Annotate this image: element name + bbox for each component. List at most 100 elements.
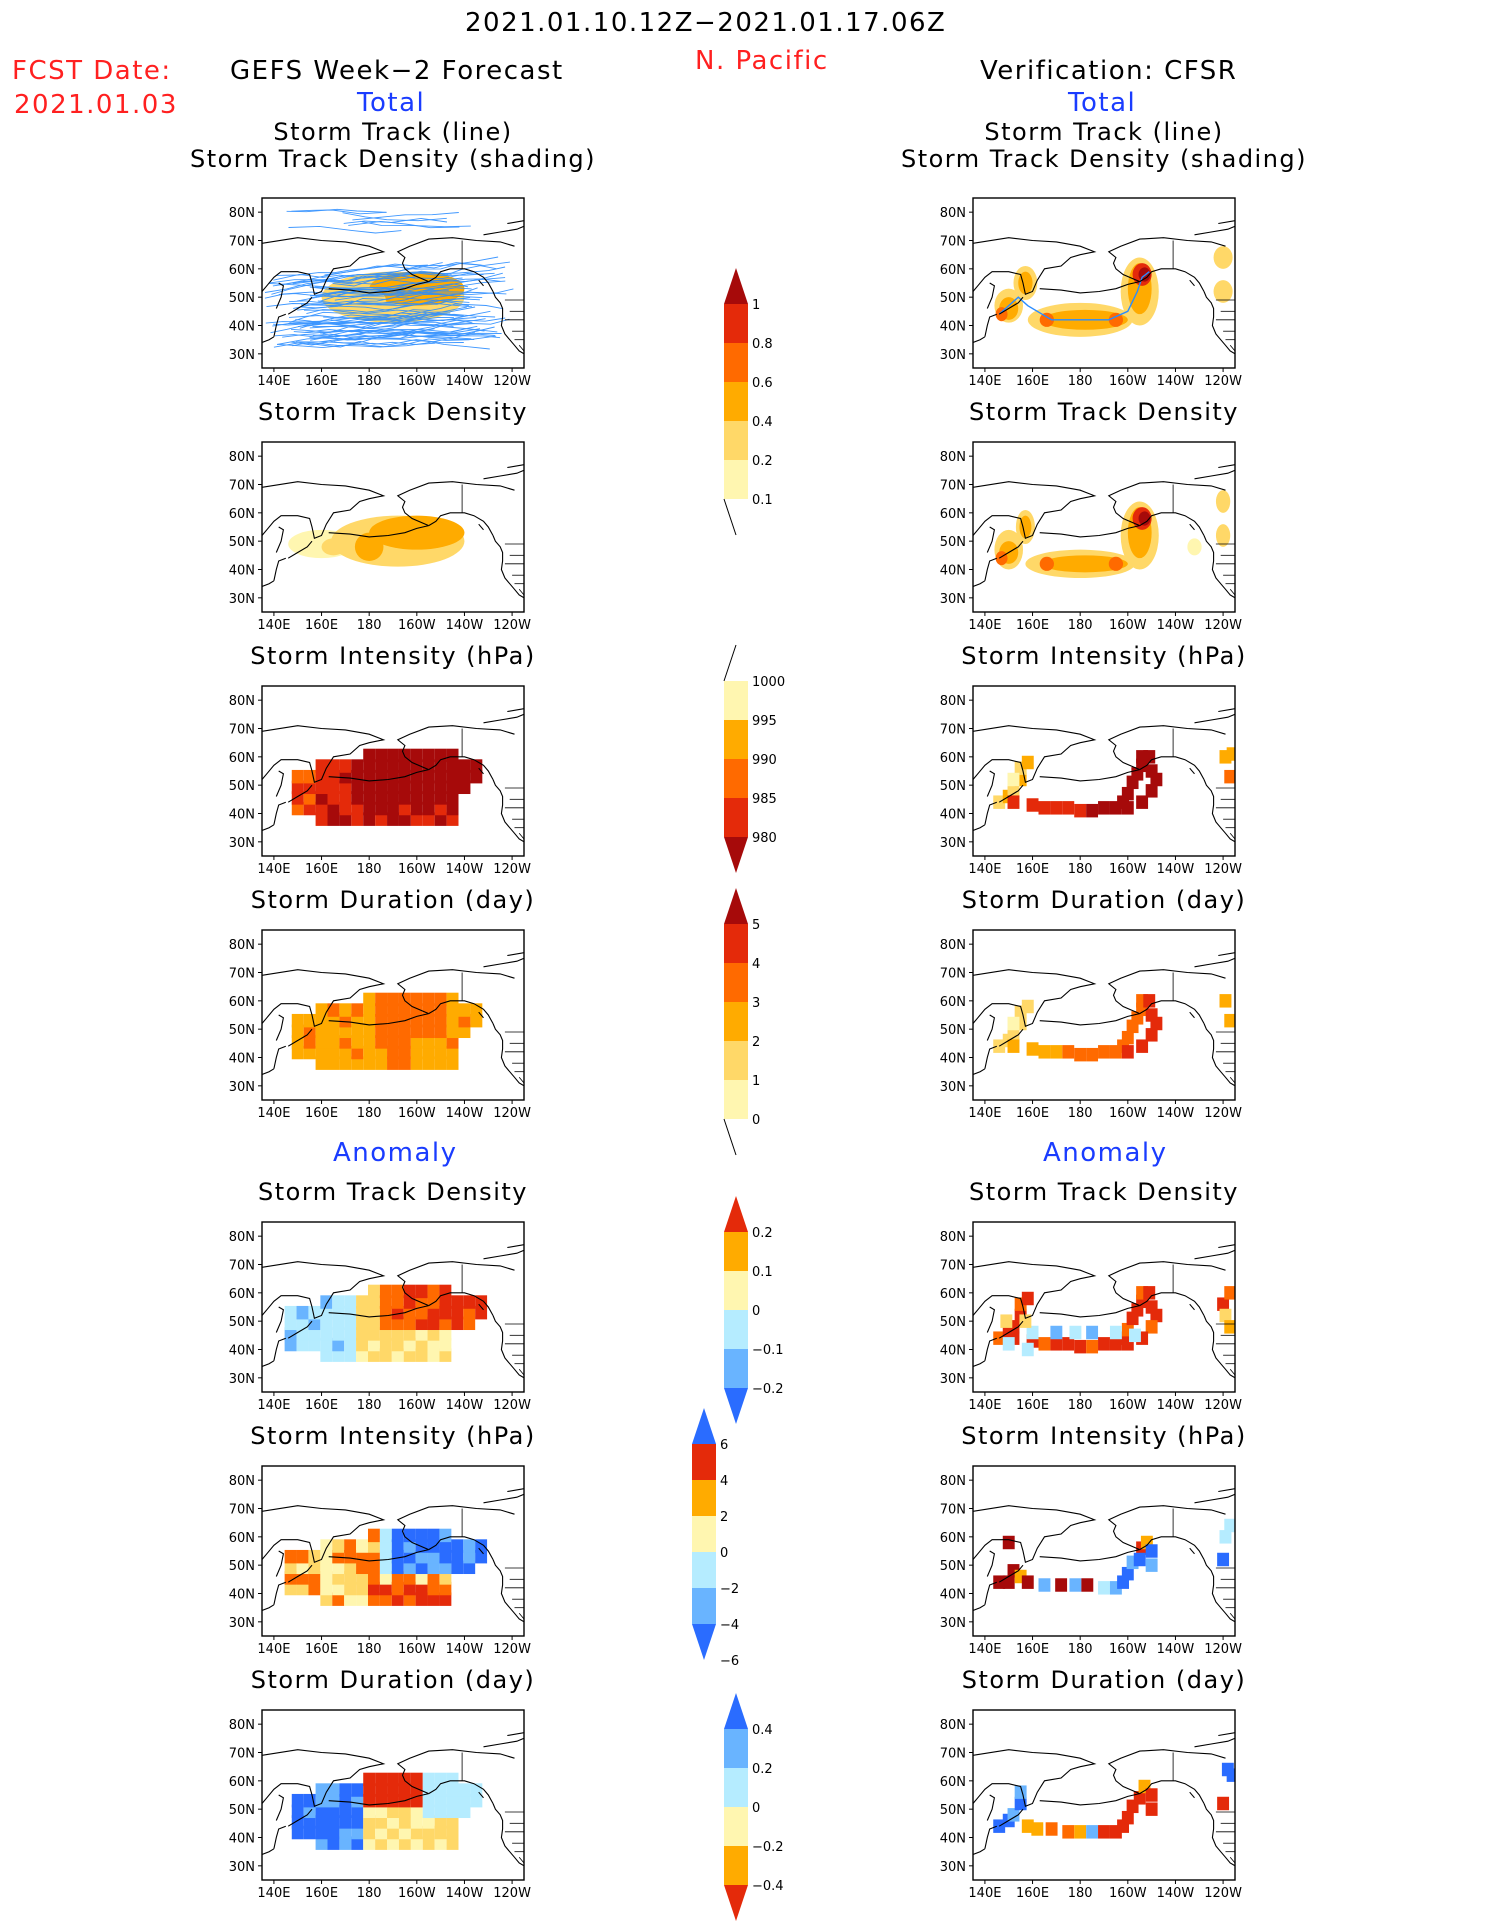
coastline — [1189, 279, 1195, 287]
grid-cell — [1219, 1530, 1232, 1544]
map-frame — [972, 685, 1236, 857]
grid-cell — [1014, 1005, 1027, 1019]
x-tick-label: 120W — [493, 1398, 531, 1413]
grid-cell — [387, 1003, 399, 1017]
grid-cell — [398, 1003, 411, 1017]
coastline — [275, 1550, 285, 1577]
x-tick-label: 160W — [1109, 1886, 1147, 1901]
grid-cell — [427, 1316, 440, 1331]
grid-cell — [356, 1327, 368, 1341]
grid-cell — [387, 1045, 399, 1060]
x-tick-label: 160W — [1109, 1398, 1147, 1413]
colorbar-label: 0 — [720, 1546, 728, 1561]
grid-cell — [1086, 1825, 1099, 1839]
grid-cell — [1021, 1575, 1034, 1589]
grid-cell — [422, 1013, 435, 1028]
grid-cell — [446, 1815, 459, 1829]
colorbar-label: 6 — [720, 1438, 728, 1453]
grid-cell — [356, 1305, 368, 1320]
grid-cell — [327, 759, 340, 773]
anom_intensity-colorbar: 6 4 2 0 −2 −4 −6 — [692, 1408, 739, 1669]
grid-cell — [1014, 1297, 1027, 1311]
coastline — [273, 1337, 287, 1361]
x-tick-label: 160E — [305, 374, 338, 389]
grid-cell — [1069, 1325, 1082, 1340]
grid-cell — [327, 1003, 340, 1017]
anom_density-colorbar: 0.2 0.1 0 −0.1 −0.2 — [724, 1196, 784, 1424]
y-tick-label: 50N — [940, 535, 966, 550]
colorbar-segment — [724, 343, 748, 382]
coastline — [973, 1749, 1097, 1808]
colorbar-arrow — [723, 644, 737, 682]
grid-cell — [344, 1560, 357, 1575]
grid-cell — [1026, 1334, 1039, 1348]
colorbar-arrow — [692, 1624, 716, 1660]
map-frame — [261, 1221, 525, 1393]
grid-cell — [367, 1337, 380, 1352]
cfsr-track-shading — [973, 220, 1235, 355]
map-background — [973, 930, 1235, 1100]
grid-cell — [1074, 1339, 1087, 1354]
grid-cell — [439, 1539, 452, 1553]
grid-cell — [410, 801, 423, 816]
grid-cell — [296, 1305, 309, 1320]
coastline — [986, 1014, 996, 1041]
panel-title: Storm Intensity (hPa) — [250, 1422, 535, 1450]
grid-cell — [475, 1539, 488, 1553]
grid-cell — [375, 1024, 388, 1039]
grid-cell — [1026, 1325, 1039, 1340]
y-tick-label: 40N — [940, 1588, 966, 1603]
grid-cell — [356, 1295, 368, 1309]
grid-cell — [327, 801, 340, 816]
grid-cell — [356, 1316, 368, 1331]
grid-cell — [351, 791, 364, 805]
coastline — [973, 1068, 986, 1076]
grid-cell — [356, 1571, 368, 1585]
grid-cell — [339, 801, 352, 816]
y-tick-label: 70N — [229, 967, 255, 982]
coastline — [998, 1808, 1024, 1827]
grid-cell — [415, 1581, 428, 1596]
coastline — [1139, 1780, 1205, 1804]
y-tick-label: 60N — [229, 751, 255, 766]
coastline — [275, 770, 285, 797]
border-line — [1229, 1369, 1235, 1376]
cfsr-duration-shading — [973, 952, 1235, 1087]
storm-track-line — [286, 208, 387, 213]
grid-cell — [422, 1836, 435, 1850]
storm-track-line — [348, 220, 460, 229]
x-tick-label: 160W — [398, 1886, 436, 1901]
grid-cell — [291, 1045, 304, 1060]
y-tick-label: 40N — [229, 1588, 255, 1603]
grid-cell — [434, 801, 447, 816]
grid-cell — [375, 801, 388, 816]
panel-title: Storm Duration (day) — [251, 1666, 536, 1694]
intensity-colorbar: 1000 995 990 985 980 — [723, 644, 785, 873]
gefs-anom-intensity-shading — [262, 1488, 524, 1623]
colorbar-segment — [724, 1232, 748, 1271]
grid-cell — [315, 791, 328, 805]
coastline — [1194, 957, 1235, 968]
colorbar-label: −0.2 — [752, 1382, 784, 1397]
y-tick-label: 60N — [229, 507, 255, 522]
coastline — [428, 1292, 494, 1316]
coastline — [428, 1536, 494, 1560]
storm-track-line — [273, 262, 443, 281]
grid-cell — [315, 1836, 328, 1850]
grid-cell — [303, 1013, 316, 1028]
colorbar-label: 5 — [752, 918, 760, 933]
coastline — [478, 1791, 484, 1799]
border-line — [1229, 1613, 1235, 1620]
x-tick-label: 140E — [968, 1886, 1001, 1901]
grid-cell — [1131, 1303, 1144, 1317]
x-tick-label: 140W — [1157, 1398, 1195, 1413]
grid-cell — [427, 1592, 440, 1606]
grid-cell — [434, 780, 447, 795]
y-tick-label: 30N — [229, 1616, 255, 1631]
grid-cell — [1002, 1337, 1015, 1351]
coastline — [328, 1793, 429, 1806]
grid-cell — [434, 992, 447, 1007]
grid-cell — [351, 1045, 364, 1060]
grid-cell — [427, 1560, 440, 1575]
colorbar-arrow — [724, 1388, 748, 1424]
